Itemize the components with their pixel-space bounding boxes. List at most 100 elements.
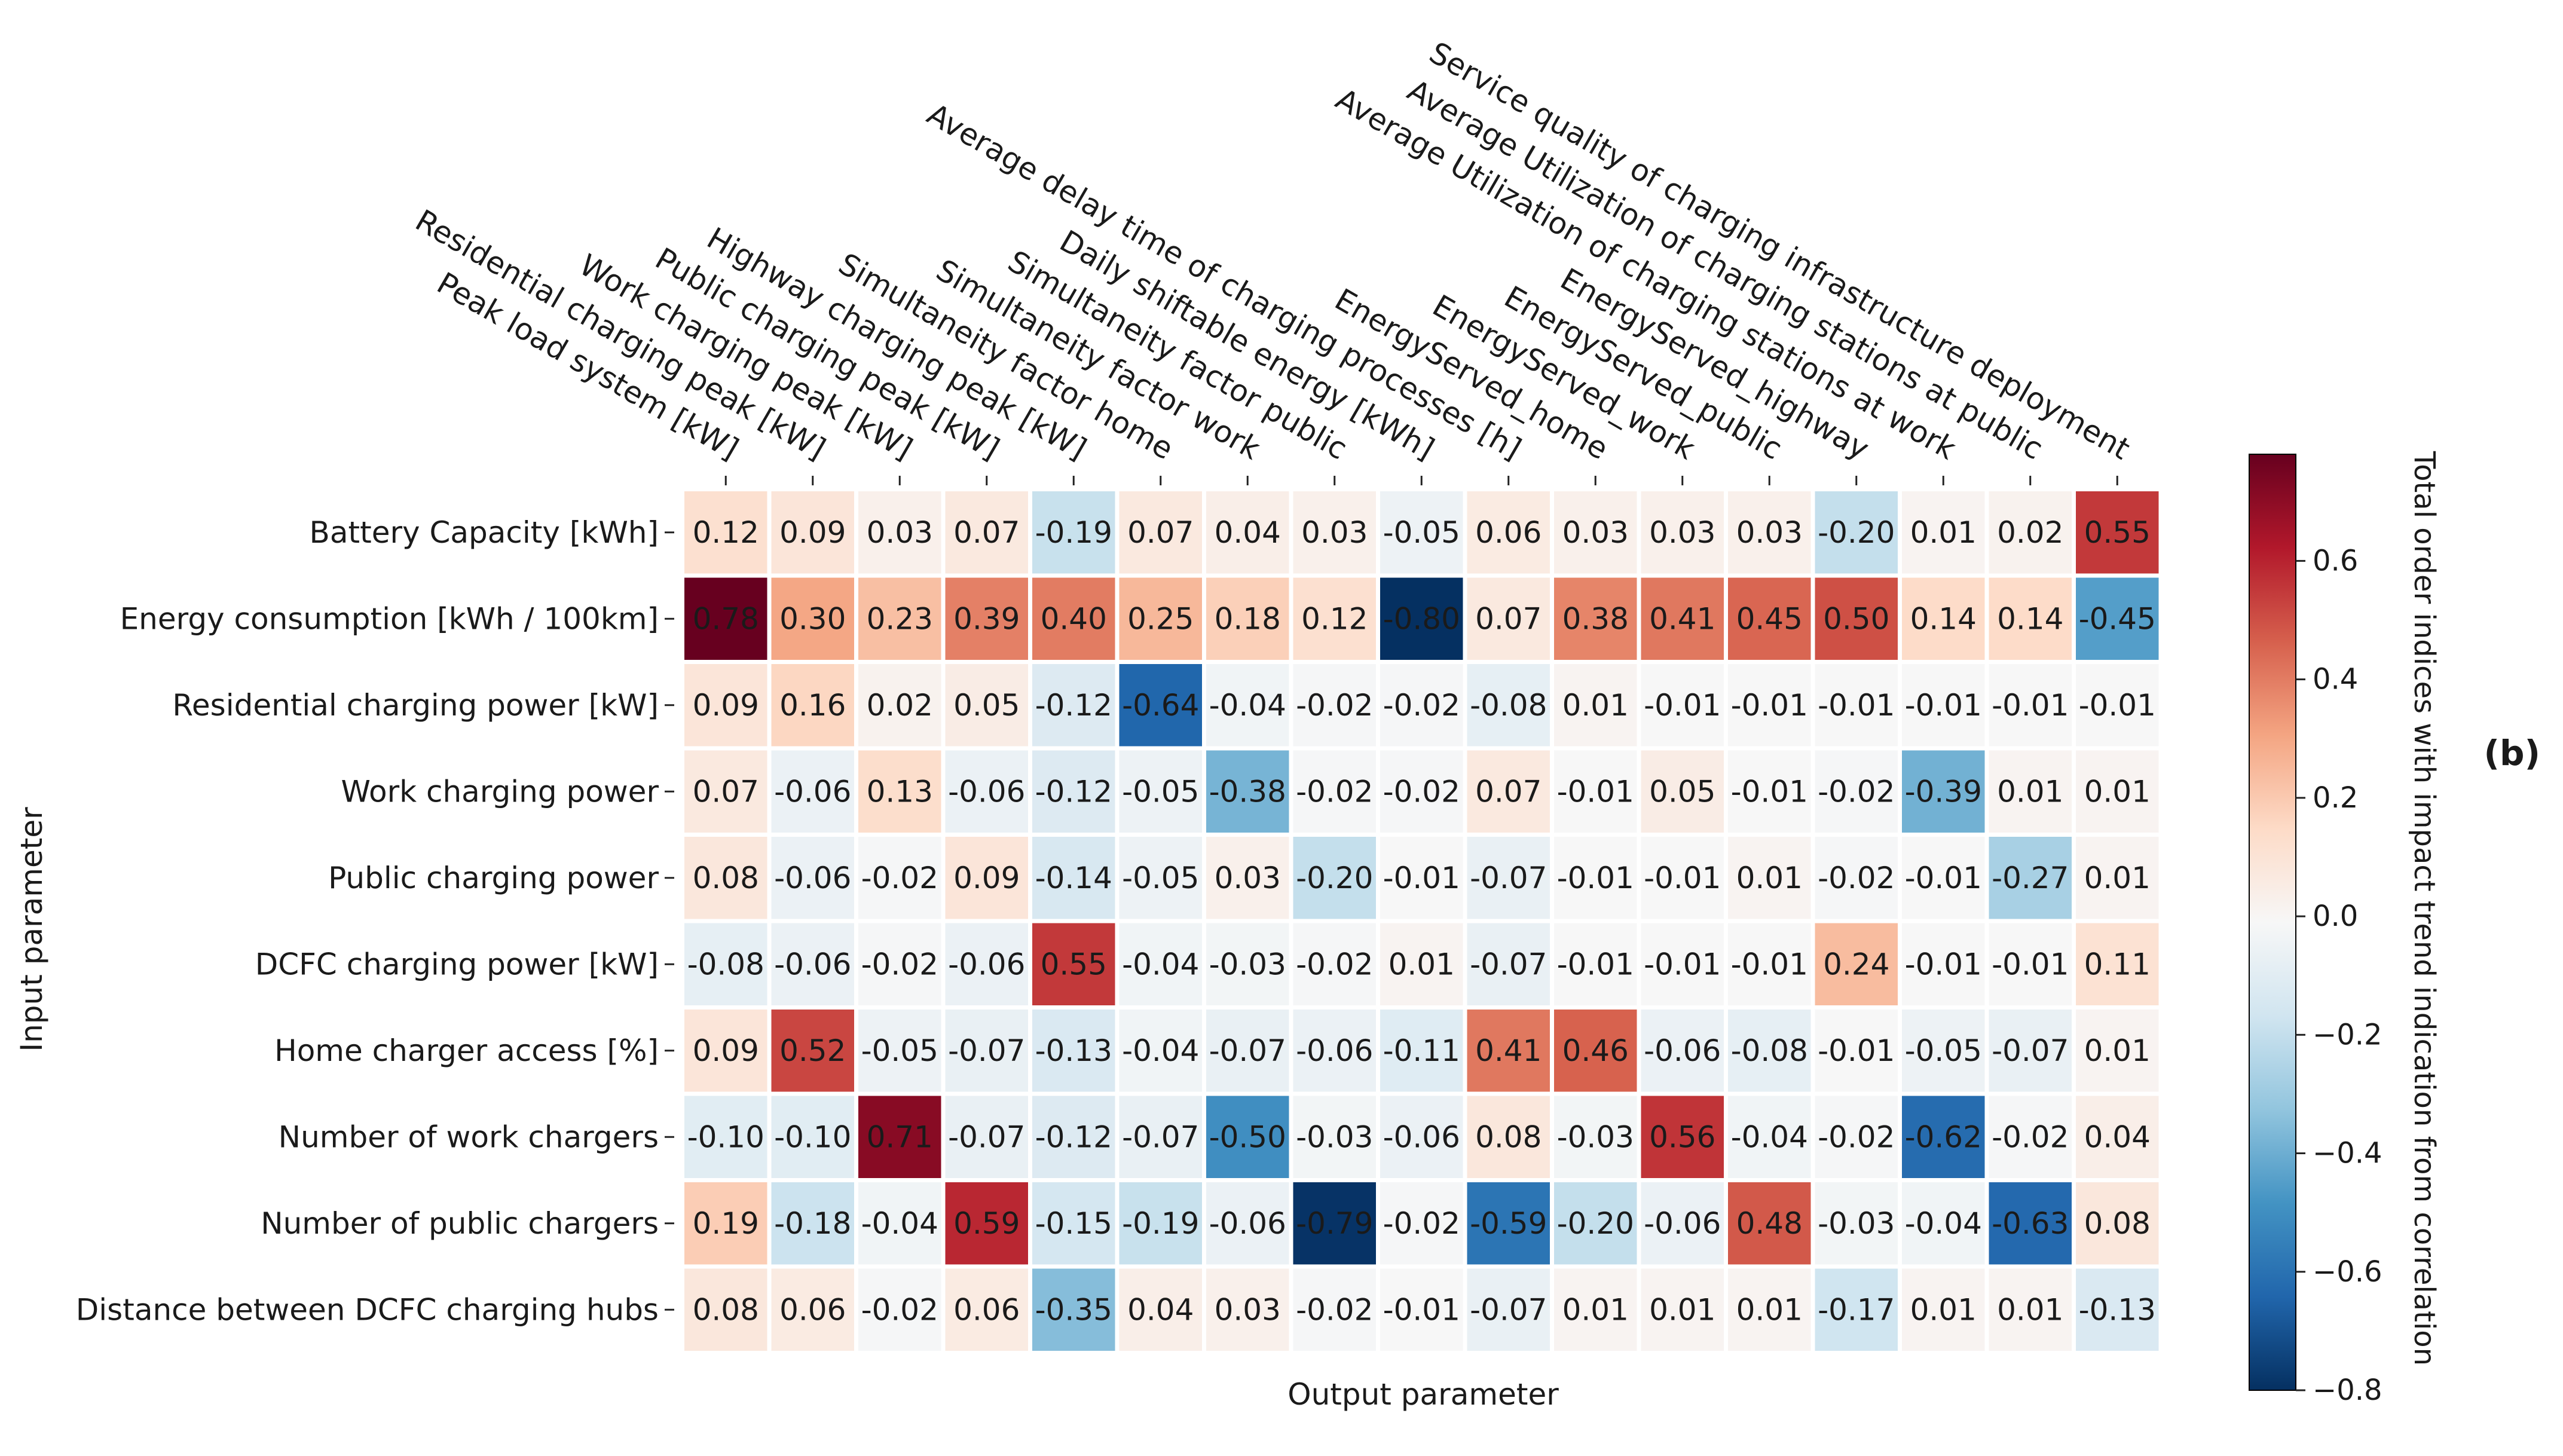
- cell-value-label: -0.01: [1383, 861, 1460, 895]
- cell-value-label: 0.41: [1649, 601, 1715, 636]
- heatmap-cell: [771, 491, 854, 574]
- cell-value-label: 0.25: [1127, 601, 1194, 636]
- cell-value-label: -0.07: [1470, 1292, 1547, 1327]
- cell-value-label: -0.03: [1557, 1119, 1634, 1154]
- heatmap-cell: [1380, 1010, 1463, 1092]
- heatmap-cell: [1032, 1010, 1115, 1092]
- cell-value-label: 0.23: [867, 601, 933, 636]
- row-label: Work charging power: [341, 774, 659, 809]
- cell-value-label: -0.19: [1035, 515, 1112, 550]
- heatmap-cell: [1467, 750, 1550, 833]
- heatmap-cell: [684, 837, 767, 919]
- heatmap-cell: [2076, 1182, 2159, 1265]
- cell-value-label: 0.08: [693, 1292, 759, 1327]
- heatmap-cell: [1119, 1182, 1202, 1265]
- heatmap-cell: [1815, 1182, 1898, 1265]
- heatmap-cell: [1032, 491, 1115, 574]
- heatmap-cell: [1119, 491, 1202, 574]
- heatmap-cell: [1119, 923, 1202, 1005]
- cell-value-label: -0.02: [1296, 1292, 1373, 1327]
- colorbar-title: Total order indices with impact trend in…: [2408, 451, 2441, 1366]
- cell-value-label: -0.01: [1557, 947, 1634, 981]
- row-label: Residential charging power [kW]: [172, 688, 659, 723]
- cell-value-label: 0.01: [2084, 861, 2151, 895]
- heatmap-cell: [1293, 491, 1376, 574]
- row-label: Number of work chargers: [279, 1119, 659, 1154]
- cell-value-label: -0.02: [1992, 1119, 2069, 1154]
- cell-value-label: 0.03: [1215, 1292, 1281, 1327]
- row-label: Public charging power: [328, 861, 659, 895]
- cell-value-label: -0.17: [1818, 1292, 1895, 1327]
- heatmap-cell: [1119, 664, 1202, 747]
- cell-value-label: -0.04: [1122, 1033, 1199, 1068]
- cell-value-label: -0.63: [1992, 1206, 2069, 1241]
- heatmap-cell: [1641, 1268, 1724, 1351]
- heatmap-cell: [1902, 923, 1985, 1005]
- cell-value-label: -0.01: [1731, 774, 1808, 809]
- cell-value-label: -0.06: [1644, 1206, 1721, 1241]
- heatmap-cell: [1467, 837, 1550, 919]
- heatmap-cell: [1641, 664, 1724, 747]
- panel-label: (b): [2484, 733, 2540, 773]
- heatmap-cell: [1293, 664, 1376, 747]
- cell-value-label: -0.07: [948, 1033, 1025, 1068]
- row-label: Distance between DCFC charging hubs: [76, 1292, 659, 1327]
- cell-value-label: -0.39: [1905, 774, 1982, 809]
- heatmap-cell: [1554, 1096, 1637, 1178]
- heatmap-cell: [1728, 750, 1811, 833]
- heatmap-cell: [2076, 923, 2159, 1005]
- cell-value-label: 0.08: [2084, 1206, 2151, 1241]
- heatmap-cell: [945, 923, 1028, 1005]
- cell-value-label: -0.79: [1296, 1206, 1373, 1241]
- heatmap-cell: [1032, 577, 1115, 660]
- heatmap-cell: [1728, 1182, 1811, 1265]
- heatmap-cell: [945, 1096, 1028, 1178]
- heatmap-cell: [1380, 577, 1463, 660]
- heatmap-cell: [1380, 1268, 1463, 1351]
- cell-value-label: -0.07: [1992, 1033, 2069, 1068]
- heatmap-cell: [2076, 1268, 2159, 1351]
- cell-value-label: 0.09: [693, 1033, 759, 1068]
- colorbar-tick-label: 0.6: [2313, 544, 2358, 577]
- cell-value-label: -0.02: [861, 947, 938, 981]
- heatmap-cell: [771, 1182, 854, 1265]
- colorbar-tick-label: 0.0: [2313, 900, 2358, 933]
- cell-value-label: -0.01: [1644, 861, 1721, 895]
- heatmap-cell: [1728, 1268, 1811, 1351]
- heatmap-cell: [684, 1010, 767, 1092]
- cell-value-label: -0.35: [1035, 1292, 1112, 1327]
- cell-value-label: -0.06: [1209, 1206, 1286, 1241]
- cell-value-label: -0.19: [1122, 1206, 1199, 1241]
- heatmap-cell: [1467, 491, 1550, 574]
- cell-value-label: -0.01: [1992, 688, 2069, 723]
- heatmap-cell: [1989, 1010, 2072, 1092]
- cell-value-label: -0.07: [1470, 861, 1547, 895]
- cell-value-label: -0.02: [1818, 861, 1895, 895]
- cell-value-label: 0.55: [2084, 515, 2151, 550]
- cell-value-label: 0.04: [1127, 1292, 1194, 1327]
- heatmap-cell: [684, 923, 767, 1005]
- heatmap-cell: [771, 837, 854, 919]
- cell-value-label: -0.01: [1557, 774, 1634, 809]
- cell-value-label: 0.09: [953, 861, 1020, 895]
- heatmap-cell: [684, 577, 767, 660]
- heatmap-cell: [1728, 923, 1811, 1005]
- cell-value-label: -0.06: [1644, 1033, 1721, 1068]
- cell-value-label: 0.05: [1649, 774, 1715, 809]
- cell-value-label: 0.41: [1475, 1033, 1542, 1068]
- heatmap-cell: [1467, 1010, 1550, 1092]
- heatmap-cell: [1728, 1096, 1811, 1178]
- cell-value-label: 0.39: [953, 601, 1020, 636]
- heatmap-cell: [1467, 1096, 1550, 1178]
- cell-value-label: 0.03: [1215, 861, 1281, 895]
- cell-value-label: 0.07: [1475, 774, 1542, 809]
- cell-value-label: 0.07: [693, 774, 759, 809]
- cell-value-label: 0.78: [693, 601, 759, 636]
- cell-value-label: 0.14: [1910, 601, 1977, 636]
- heatmap-cell: [1119, 1096, 1202, 1178]
- colorbar: 0.6 0.4 0.2 0.0 −0.2 −0.4 −0.6 −0.8: [2249, 454, 2382, 1407]
- cell-value-label: -0.04: [1905, 1206, 1982, 1241]
- cell-value-label: 0.01: [1388, 947, 1455, 981]
- heatmap-cell: [1119, 1268, 1202, 1351]
- cell-value-label: -0.02: [1296, 947, 1373, 981]
